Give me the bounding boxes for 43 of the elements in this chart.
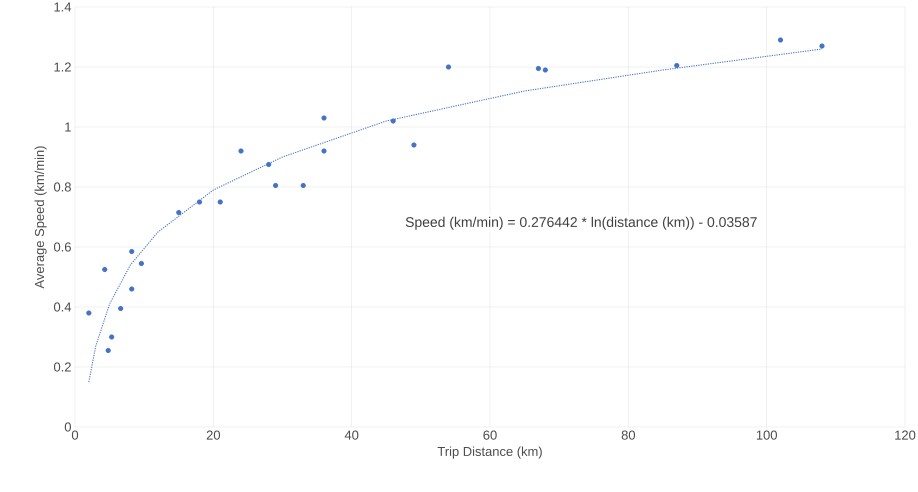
point [109, 334, 114, 340]
annotation: Speed (km/min) = 0.276442 * ln(distance (km)) - 0.03587 [406, 216, 757, 230]
point [106, 348, 111, 354]
point [542, 67, 548, 73]
x-tick-label: 60 [483, 430, 497, 440]
point [129, 286, 134, 292]
point [129, 248, 134, 254]
point [102, 266, 108, 272]
y-tick-label: 0.2 [54, 362, 71, 372]
point [238, 148, 244, 154]
point [86, 310, 92, 316]
point [390, 118, 396, 124]
point [218, 199, 223, 205]
point [176, 210, 182, 216]
x-tick-label: 80 [622, 430, 636, 440]
point [321, 148, 327, 154]
x-tick-label: 100 [756, 430, 777, 440]
point [196, 199, 202, 205]
y-tick-label: 0 [64, 422, 71, 432]
x-tick-label: 120 [895, 430, 916, 440]
point [138, 260, 144, 266]
y-tick-label: 1.2 [54, 62, 71, 72]
point [300, 182, 306, 188]
x-tick-label: 0 [72, 430, 78, 440]
y-tick-label: 0.6 [54, 242, 71, 252]
point [272, 182, 278, 188]
y-tick-label: 0.4 [54, 302, 72, 312]
point [266, 162, 272, 168]
point [778, 37, 784, 43]
point [674, 62, 680, 68]
y-axis-title: Average Speed (km/min) [34, 146, 47, 288]
x-tick-label: 20 [206, 430, 220, 440]
y-tick-label: 0.8 [54, 182, 71, 192]
y-tick-label: 1.4 [54, 2, 72, 12]
point [446, 64, 452, 70]
point [819, 43, 825, 49]
point [118, 306, 124, 312]
x-axis-title: Trip Distance (km) [438, 446, 542, 459]
y-tick-label: 1 [65, 122, 71, 132]
point [411, 142, 417, 148]
point [321, 115, 327, 121]
x-tick-label: 40 [344, 430, 358, 440]
point [536, 66, 542, 72]
